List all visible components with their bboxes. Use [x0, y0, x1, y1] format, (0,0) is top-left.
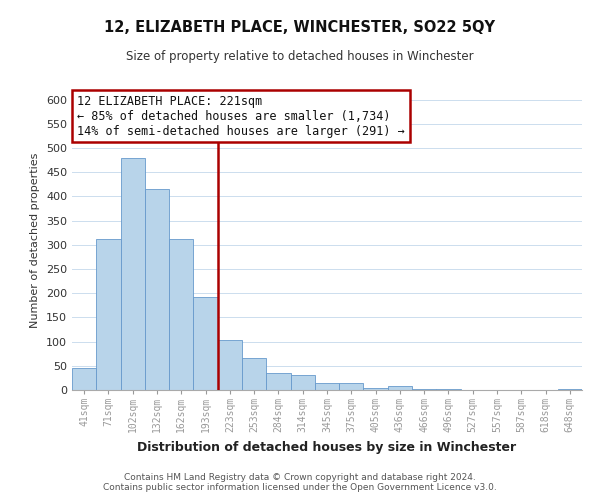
Bar [96, 238, 121, 390]
Bar [218, 340, 242, 390]
Bar [72, 368, 96, 390]
Bar [412, 388, 436, 390]
Bar [121, 158, 145, 390]
Text: Contains HM Land Registry data © Crown copyright and database right 2024.
Contai: Contains HM Land Registry data © Crown c… [103, 473, 497, 492]
Bar [169, 238, 193, 390]
Text: 12, ELIZABETH PLACE, WINCHESTER, SO22 5QY: 12, ELIZABETH PLACE, WINCHESTER, SO22 5Q… [104, 20, 496, 35]
Text: 12 ELIZABETH PLACE: 221sqm
← 85% of detached houses are smaller (1,734)
14% of s: 12 ELIZABETH PLACE: 221sqm ← 85% of deta… [77, 94, 405, 138]
Bar [315, 383, 339, 390]
Bar [266, 373, 290, 390]
Bar [339, 382, 364, 390]
Bar [388, 386, 412, 390]
Bar [290, 376, 315, 390]
Bar [193, 297, 218, 390]
Bar [436, 389, 461, 390]
Bar [364, 388, 388, 390]
X-axis label: Distribution of detached houses by size in Winchester: Distribution of detached houses by size … [137, 440, 517, 454]
Text: Size of property relative to detached houses in Winchester: Size of property relative to detached ho… [126, 50, 474, 63]
Bar [558, 389, 582, 390]
Bar [242, 358, 266, 390]
Bar [145, 189, 169, 390]
Y-axis label: Number of detached properties: Number of detached properties [31, 152, 40, 328]
